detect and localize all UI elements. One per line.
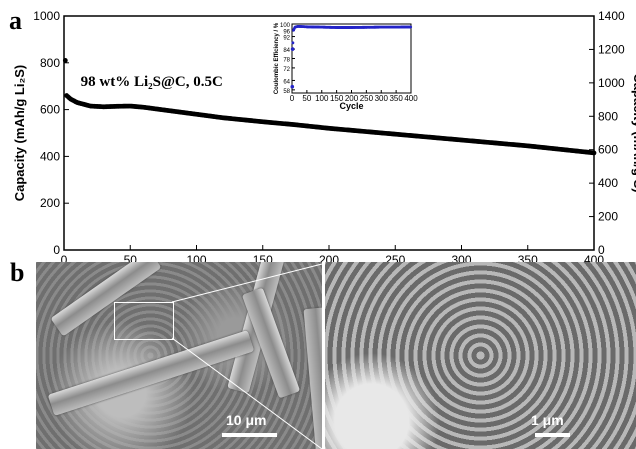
inset-x-tick-label: 150 [330,94,344,103]
inset-y-tick-label: 58 [283,89,290,95]
inset-data-point [291,41,295,45]
x-tick-label: 50 [124,253,138,262]
nanorod [47,330,255,416]
y-tick-label: 400 [40,149,60,163]
inset-data-point [409,25,413,29]
x-tick-label: 100 [186,253,206,262]
inset-x-tick-label: 200 [345,94,359,103]
inset-y-tick-label: 78 [283,58,290,64]
y-tick-label: 0 [53,243,60,257]
y2-tick-label: 800 [598,109,618,123]
data-point [591,150,597,156]
x-tick-label: 0 [61,253,68,262]
inset-y-tick-label: 84 [283,48,290,54]
scale-bar [222,433,277,437]
y-tick-label: 1000 [33,9,60,23]
scale-bar [535,433,570,437]
inset-plot: 0 50 100 150 200 250 300 350 4005864727884929610… [274,22,418,111]
main-plot: 0 50 100 150 200 250 300 350 4000200400600800100… [12,9,636,262]
inset-x-tick-label: 0 [290,94,295,103]
inset-x-tick-label: 50 [302,94,311,103]
cycling-chart: 0 50 100 150 200 250 300 350 4000200400600800100… [12,9,636,262]
panel-b-label: b [10,258,25,287]
image-divider [322,262,325,449]
scale-label: 10 μm [226,412,267,428]
inset-data-point [290,84,295,89]
y2-tick-label: 400 [598,176,618,190]
y2-tick-label: 1200 [598,42,625,56]
y-tick-label: 800 [40,56,60,70]
y-tick-label: 200 [40,196,60,210]
sample-annotation: 98 wt% Li₂S@C, 0.5C [81,74,223,90]
inset-x-tick-label: 100 [315,94,329,103]
x-tick-label: 400 [584,253,604,262]
inset-x-tick-label: 400 [404,94,418,103]
sem-image-high-mag: 1 μm [325,262,636,449]
x-tick-label: 250 [385,253,405,262]
y2-tick-label: 0 [598,243,605,257]
y2-tick-label: 1400 [598,9,625,23]
inset-y-tick-label: 64 [283,79,290,85]
inset-frame [291,23,412,94]
inset-y-axis-title: Coulombic Efficiency / % [274,22,280,94]
nanorod [303,307,322,449]
inset-y-tick-label: 100 [280,23,291,29]
inset-x-tick-label: 350 [389,94,403,103]
sem-image-low-mag: 10 μm [36,262,322,449]
x-tick-label: 300 [451,253,471,262]
x-tick-label: 200 [319,253,339,262]
scale-label: 1 μm [531,412,564,428]
inset-data-point [290,47,295,51]
inset-x-tick-label: 300 [375,94,389,103]
zoom-region [114,302,174,340]
panel-a-label: a [9,6,22,35]
inset-x-axis-title: Cycle [339,101,363,111]
inset-y-tick-label: 96 [283,29,290,35]
y2-tick-label: 600 [598,143,618,157]
y-tick-label: 600 [40,103,60,117]
y2-tick-label: 1000 [598,76,625,90]
data-point [62,58,68,63]
inset-x-tick-label: 250 [360,94,374,103]
y2-axis-title: Capacity (mAh/g S) [631,73,636,192]
x-tick-label: 350 [518,253,538,262]
y2-tick-label: 200 [598,210,618,224]
inset-y-tick-label: 72 [283,67,290,73]
inset-y-tick-label: 92 [283,36,290,42]
y-axis-title: Capacity (mAh/g Li₂S) [12,65,27,202]
x-tick-label: 150 [253,253,273,262]
